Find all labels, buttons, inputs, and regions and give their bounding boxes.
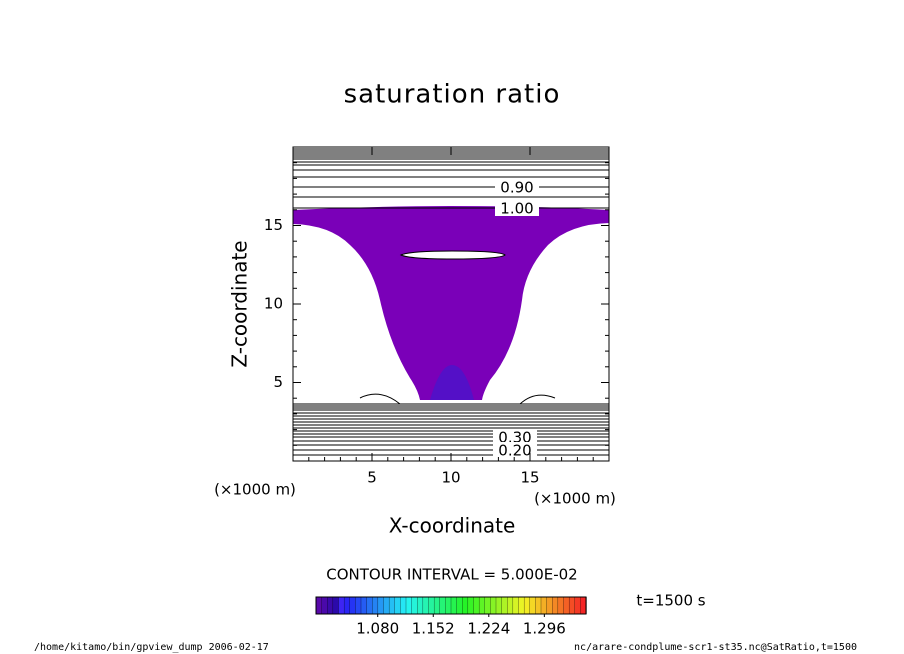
colorbar-cell xyxy=(417,596,424,615)
colorbar-cell xyxy=(568,596,576,615)
colorbar-frame xyxy=(315,596,587,615)
colorbar-cell xyxy=(321,596,328,615)
colorbar-cell xyxy=(439,596,447,615)
colorbar-tick-label: 1.152 xyxy=(412,620,455,638)
y-tick-label: 15 xyxy=(264,216,283,234)
colorbar-cell xyxy=(518,596,525,615)
colorbar-cell xyxy=(563,596,570,615)
colorbar-cell xyxy=(484,596,492,615)
colorbar-cell xyxy=(462,596,469,615)
contour-line xyxy=(359,393,556,405)
cloud-region xyxy=(293,206,609,400)
footer-right: nc/arare-condplume-scr1-st35.nc@SatRatio… xyxy=(574,642,857,653)
colorbar-cell xyxy=(377,596,385,615)
colorbar-cell xyxy=(315,596,323,615)
colorbar-cell xyxy=(383,596,390,615)
contour-label-bg xyxy=(493,429,537,445)
contour-label-bg xyxy=(493,442,537,458)
colorbar-cell xyxy=(478,596,486,615)
x-unit: (×1000 m) xyxy=(534,490,616,508)
colorbar-cell xyxy=(338,596,345,615)
colorbar-cell xyxy=(433,596,441,615)
colorbar-cell xyxy=(400,596,407,615)
chart-title: saturation ratio xyxy=(344,80,561,110)
colorbar-cell xyxy=(332,596,340,615)
colorbar-cell xyxy=(405,596,413,615)
clear-slit xyxy=(399,250,506,260)
time-label: t=1500 s xyxy=(636,592,705,610)
colorbar-cell xyxy=(355,596,362,615)
colorbar-cell xyxy=(388,596,396,615)
colorbar-cell xyxy=(428,596,435,615)
colorbar-cell xyxy=(366,596,373,615)
colorbar-cell xyxy=(540,596,548,615)
colorbar-cell xyxy=(360,596,368,615)
colorbar-cell xyxy=(349,596,357,615)
footer-left: /home/kitamo/bin/gpview_dump 2006-02-17 xyxy=(34,642,269,653)
colorbar-cell xyxy=(552,596,559,615)
colorbar-tick-label: 1.296 xyxy=(523,620,566,638)
colorbar-cell xyxy=(467,596,475,615)
x-tick-label: 15 xyxy=(520,469,539,487)
colorbar-cell xyxy=(445,596,452,615)
contour-interval: CONTOUR INTERVAL = 5.000E-02 xyxy=(326,566,577,584)
x-tick-label: 5 xyxy=(367,469,377,487)
colorbar-tick-label: 1.224 xyxy=(467,620,510,638)
colorbar-cell xyxy=(574,596,582,615)
colorbar-tick-label: 1.080 xyxy=(356,620,399,638)
contour-label: 1.00 xyxy=(500,200,533,218)
colorbar-cell xyxy=(456,596,463,615)
colorbar-cell xyxy=(372,596,379,615)
colorbar-cell xyxy=(450,596,458,615)
contour-label: 0.20 xyxy=(498,442,531,460)
colorbar-cell xyxy=(490,596,497,615)
colorbar-cell xyxy=(327,596,334,615)
colorbar-cell xyxy=(495,596,503,615)
cloud-core xyxy=(430,365,474,400)
colorbar-cell xyxy=(535,596,542,615)
contour-label: 0.90 xyxy=(500,179,533,197)
colorbar-cell xyxy=(422,596,430,615)
colorbar-cell xyxy=(411,596,418,615)
colorbar-cell xyxy=(529,596,537,615)
colorbar-cell xyxy=(473,596,480,615)
colorbar-cell xyxy=(394,596,402,615)
colorbar-cell xyxy=(512,596,520,615)
plot-area: 0.901.000.300.20 xyxy=(292,146,610,462)
y-tick-label: 10 xyxy=(264,295,283,313)
colorbar-cell xyxy=(501,596,508,615)
colorbar-cell xyxy=(546,596,553,615)
y-tick-label: 5 xyxy=(273,373,283,391)
y-unit: (×1000 m) xyxy=(214,481,296,499)
colorbar-cell xyxy=(557,596,565,615)
contour-label-bg xyxy=(495,200,539,216)
contour-label-bg xyxy=(495,179,539,195)
colorbar-cell xyxy=(507,596,514,615)
colorbar-cell xyxy=(523,596,531,615)
x-axis-label: X-coordinate xyxy=(389,514,516,538)
y-axis-label: Z-coordinate xyxy=(228,240,252,367)
colorbar-cell xyxy=(343,596,351,615)
x-tick-label: 10 xyxy=(441,469,460,487)
